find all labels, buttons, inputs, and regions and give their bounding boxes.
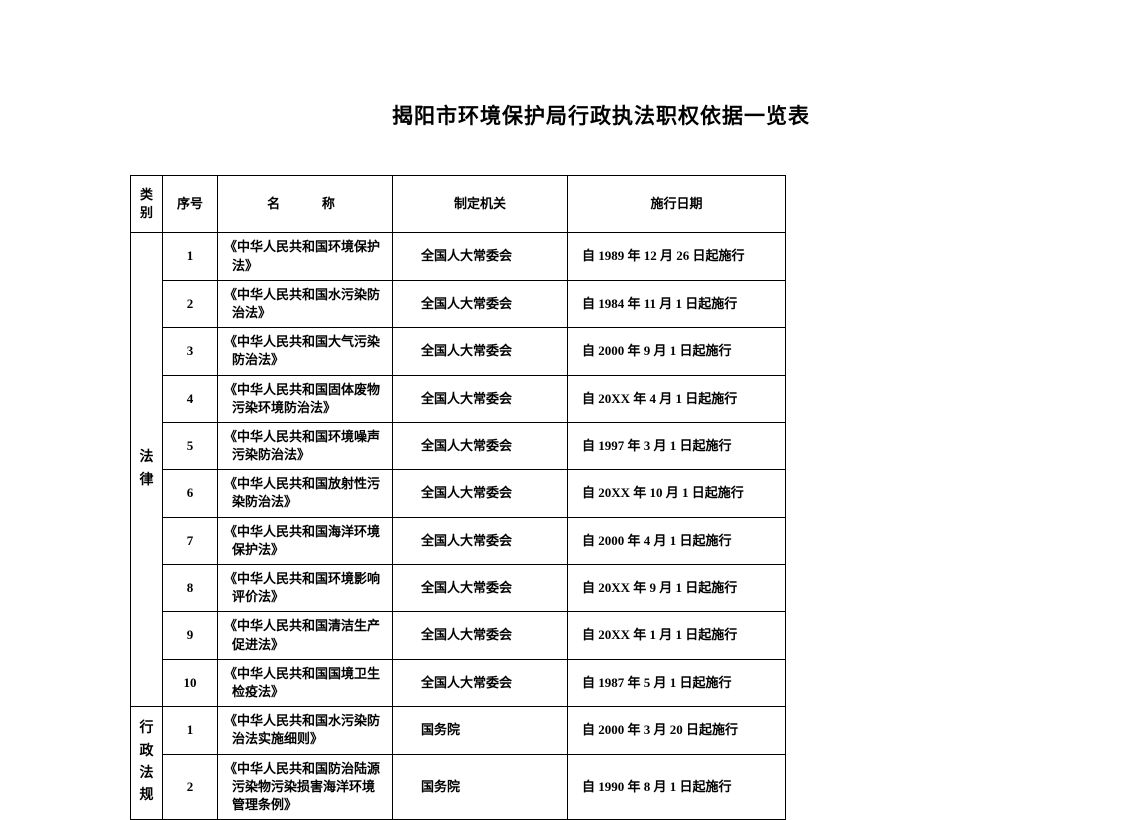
table-row: 行政法规1《中华人民共和国水污染防治法实施细则》国务院自 2000 年 3 月 … [131, 707, 786, 754]
authority-cell: 全国人大常委会 [393, 280, 568, 327]
page-container: 揭阳市环境保护局行政执法职权依据一览表 类别 序号 名 称 制定机关 施行日期 … [0, 0, 1122, 820]
date-cell: 自 2000 年 3 月 20 日起施行 [568, 707, 786, 754]
date-cell: 自 20XX 年 4 月 1 日起施行 [568, 375, 786, 422]
authority-cell: 国务院 [393, 754, 568, 820]
table-row: 10《中华人民共和国国境卫生检疫法》全国人大常委会自 1987 年 5 月 1 … [131, 659, 786, 706]
date-cell: 自 20XX 年 9 月 1 日起施行 [568, 565, 786, 612]
authority-cell: 全国人大常委会 [393, 470, 568, 517]
date-cell: 自 2000 年 9 月 1 日起施行 [568, 328, 786, 375]
authority-cell: 全国人大常委会 [393, 375, 568, 422]
authority-cell: 全国人大常委会 [393, 565, 568, 612]
authority-cell: 全国人大常委会 [393, 659, 568, 706]
name-cell: 《中华人民共和国环境影响评价法》 [218, 565, 393, 612]
date-cell: 自 1989 年 12 月 26 日起施行 [568, 233, 786, 280]
table-row: 6《中华人民共和国放射性污染防治法》全国人大常委会自 20XX 年 10 月 1… [131, 470, 786, 517]
name-cell: 《中华人民共和国清洁生产促进法》 [218, 612, 393, 659]
seq-cell: 6 [163, 470, 218, 517]
date-cell: 自 1984 年 11 月 1 日起施行 [568, 280, 786, 327]
name-cell: 《中华人民共和国水污染防治法实施细则》 [218, 707, 393, 754]
authority-cell: 全国人大常委会 [393, 612, 568, 659]
header-name: 名 称 [218, 176, 393, 233]
header-category: 类别 [131, 176, 163, 233]
name-cell: 《中华人民共和国大气污染防治法》 [218, 328, 393, 375]
law-table: 类别 序号 名 称 制定机关 施行日期 法律1《中华人民共和国环境保护法》全国人… [130, 175, 786, 820]
name-cell: 《中华人民共和国防治陆源污染物污染损害海洋环境管理条例》 [218, 754, 393, 820]
name-cell: 《中华人民共和国环境保护法》 [218, 233, 393, 280]
seq-cell: 2 [163, 754, 218, 820]
name-cell: 《中华人民共和国放射性污染防治法》 [218, 470, 393, 517]
seq-cell: 1 [163, 707, 218, 754]
page-title: 揭阳市环境保护局行政执法职权依据一览表 [210, 100, 992, 130]
table-row: 8《中华人民共和国环境影响评价法》全国人大常委会自 20XX 年 9 月 1 日… [131, 565, 786, 612]
table-row: 7《中华人民共和国海洋环境保护法》全国人大常委会自 2000 年 4 月 1 日… [131, 517, 786, 564]
seq-cell: 7 [163, 517, 218, 564]
date-cell: 自 2000 年 4 月 1 日起施行 [568, 517, 786, 564]
table-header-row: 类别 序号 名 称 制定机关 施行日期 [131, 176, 786, 233]
seq-cell: 3 [163, 328, 218, 375]
authority-cell: 国务院 [393, 707, 568, 754]
authority-cell: 全国人大常委会 [393, 328, 568, 375]
table-row: 5《中华人民共和国环境噪声污染防治法》全国人大常委会自 1997 年 3 月 1… [131, 422, 786, 469]
table-row: 4《中华人民共和国固体废物污染环境防治法》全国人大常委会自 20XX 年 4 月… [131, 375, 786, 422]
name-cell: 《中华人民共和国水污染防治法》 [218, 280, 393, 327]
seq-cell: 4 [163, 375, 218, 422]
table-row: 3《中华人民共和国大气污染防治法》全国人大常委会自 2000 年 9 月 1 日… [131, 328, 786, 375]
table-body: 法律1《中华人民共和国环境保护法》全国人大常委会自 1989 年 12 月 26… [131, 233, 786, 820]
seq-cell: 5 [163, 422, 218, 469]
name-cell: 《中华人民共和国固体废物污染环境防治法》 [218, 375, 393, 422]
table-row: 2《中华人民共和国水污染防治法》全国人大常委会自 1984 年 11 月 1 日… [131, 280, 786, 327]
category-cell: 行政法规 [131, 707, 163, 820]
seq-cell: 1 [163, 233, 218, 280]
name-cell: 《中华人民共和国国境卫生检疫法》 [218, 659, 393, 706]
seq-cell: 8 [163, 565, 218, 612]
authority-cell: 全国人大常委会 [393, 517, 568, 564]
header-seq: 序号 [163, 176, 218, 233]
name-cell: 《中华人民共和国海洋环境保护法》 [218, 517, 393, 564]
date-cell: 自 1997 年 3 月 1 日起施行 [568, 422, 786, 469]
category-cell: 法律 [131, 233, 163, 707]
header-authority: 制定机关 [393, 176, 568, 233]
table-row: 9《中华人民共和国清洁生产促进法》全国人大常委会自 20XX 年 1 月 1 日… [131, 612, 786, 659]
table-row: 2《中华人民共和国防治陆源污染物污染损害海洋环境管理条例》国务院自 1990 年… [131, 754, 786, 820]
date-cell: 自 20XX 年 1 月 1 日起施行 [568, 612, 786, 659]
authority-cell: 全国人大常委会 [393, 233, 568, 280]
seq-cell: 10 [163, 659, 218, 706]
authority-cell: 全国人大常委会 [393, 422, 568, 469]
date-cell: 自 1990 年 8 月 1 日起施行 [568, 754, 786, 820]
date-cell: 自 1987 年 5 月 1 日起施行 [568, 659, 786, 706]
name-cell: 《中华人民共和国环境噪声污染防治法》 [218, 422, 393, 469]
table-row: 法律1《中华人民共和国环境保护法》全国人大常委会自 1989 年 12 月 26… [131, 233, 786, 280]
header-date: 施行日期 [568, 176, 786, 233]
seq-cell: 2 [163, 280, 218, 327]
date-cell: 自 20XX 年 10 月 1 日起施行 [568, 470, 786, 517]
seq-cell: 9 [163, 612, 218, 659]
